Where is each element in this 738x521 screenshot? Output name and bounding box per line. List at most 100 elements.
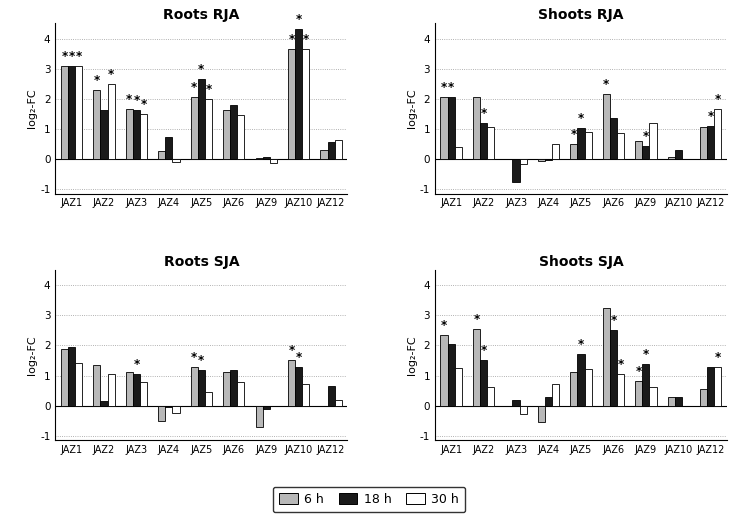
Bar — [328, 386, 335, 406]
Text: *: * — [714, 93, 721, 106]
Text: *: * — [191, 81, 197, 94]
Bar — [263, 157, 270, 159]
Text: *: * — [199, 63, 204, 76]
Bar — [487, 127, 494, 159]
Bar — [649, 123, 657, 159]
Bar — [61, 66, 68, 159]
Bar — [473, 97, 480, 159]
Bar — [635, 142, 642, 159]
Text: *: * — [603, 78, 610, 91]
Text: *: * — [61, 49, 68, 63]
Bar — [61, 349, 68, 406]
Bar — [603, 94, 610, 159]
Bar — [75, 364, 82, 406]
Bar — [100, 110, 108, 159]
Bar — [538, 159, 545, 162]
Bar — [288, 49, 295, 159]
Text: *: * — [191, 351, 197, 364]
Text: *: * — [480, 344, 487, 357]
Bar — [173, 406, 179, 413]
Bar — [642, 146, 649, 159]
Bar — [512, 159, 520, 181]
Bar — [198, 79, 205, 159]
Bar — [447, 97, 455, 159]
Text: *: * — [134, 358, 139, 371]
Bar — [320, 150, 328, 159]
Bar — [700, 127, 707, 159]
Text: *: * — [295, 14, 302, 27]
Text: *: * — [708, 110, 714, 123]
Text: *: * — [94, 73, 100, 86]
Text: *: * — [570, 129, 577, 142]
Text: *: * — [75, 49, 82, 63]
Bar — [198, 370, 205, 406]
Bar — [455, 368, 462, 406]
Bar — [487, 387, 494, 406]
Bar — [223, 110, 230, 159]
Bar — [441, 335, 447, 406]
Bar — [520, 159, 527, 164]
Text: *: * — [643, 348, 649, 361]
Bar — [223, 372, 230, 406]
Bar — [238, 382, 244, 406]
Bar — [577, 128, 584, 159]
Text: *: * — [578, 112, 584, 125]
Bar — [255, 158, 263, 159]
Text: *: * — [108, 68, 114, 81]
Bar — [125, 373, 133, 406]
Text: *: * — [303, 33, 309, 46]
Bar — [230, 370, 238, 406]
Bar — [303, 49, 309, 159]
Bar — [538, 406, 545, 422]
Bar — [133, 374, 140, 406]
Bar — [668, 396, 675, 406]
Y-axis label: log₂-FC: log₂-FC — [407, 89, 417, 128]
Title: Roots SJA: Roots SJA — [164, 255, 239, 269]
Bar — [610, 330, 617, 406]
Bar — [584, 132, 592, 159]
Bar — [295, 367, 303, 406]
Bar — [93, 365, 100, 406]
Text: *: * — [448, 81, 455, 94]
Bar — [335, 140, 342, 159]
Bar — [635, 381, 642, 406]
Text: *: * — [480, 107, 487, 120]
Text: *: * — [289, 344, 294, 357]
Bar — [707, 367, 714, 406]
Text: *: * — [618, 358, 624, 371]
Bar — [190, 97, 198, 159]
Bar — [455, 147, 462, 159]
Bar — [480, 360, 487, 406]
Text: *: * — [441, 319, 447, 332]
Bar — [512, 400, 520, 406]
Bar — [108, 84, 114, 159]
Bar — [75, 66, 82, 159]
Bar — [668, 157, 675, 159]
Bar — [93, 90, 100, 159]
Bar — [545, 159, 552, 160]
Text: *: * — [134, 94, 139, 107]
Y-axis label: log₂-FC: log₂-FC — [27, 336, 38, 375]
Bar — [295, 30, 303, 159]
Bar — [100, 401, 108, 406]
Bar — [649, 387, 657, 406]
Bar — [577, 354, 584, 406]
Bar — [158, 406, 165, 420]
Bar — [603, 308, 610, 406]
Text: *: * — [295, 351, 302, 364]
Bar — [610, 118, 617, 159]
Bar — [675, 150, 682, 159]
Text: *: * — [441, 81, 447, 94]
Bar — [617, 133, 624, 159]
Bar — [473, 329, 480, 406]
Bar — [447, 344, 455, 406]
Y-axis label: log₂-FC: log₂-FC — [407, 336, 417, 375]
Text: *: * — [205, 83, 212, 96]
Bar — [520, 406, 527, 414]
Bar — [165, 406, 173, 407]
Bar — [714, 367, 722, 406]
Text: *: * — [126, 93, 132, 106]
Legend: 6 h, 18 h, 30 h: 6 h, 18 h, 30 h — [272, 487, 466, 512]
Text: *: * — [610, 314, 616, 327]
Bar — [288, 360, 295, 406]
